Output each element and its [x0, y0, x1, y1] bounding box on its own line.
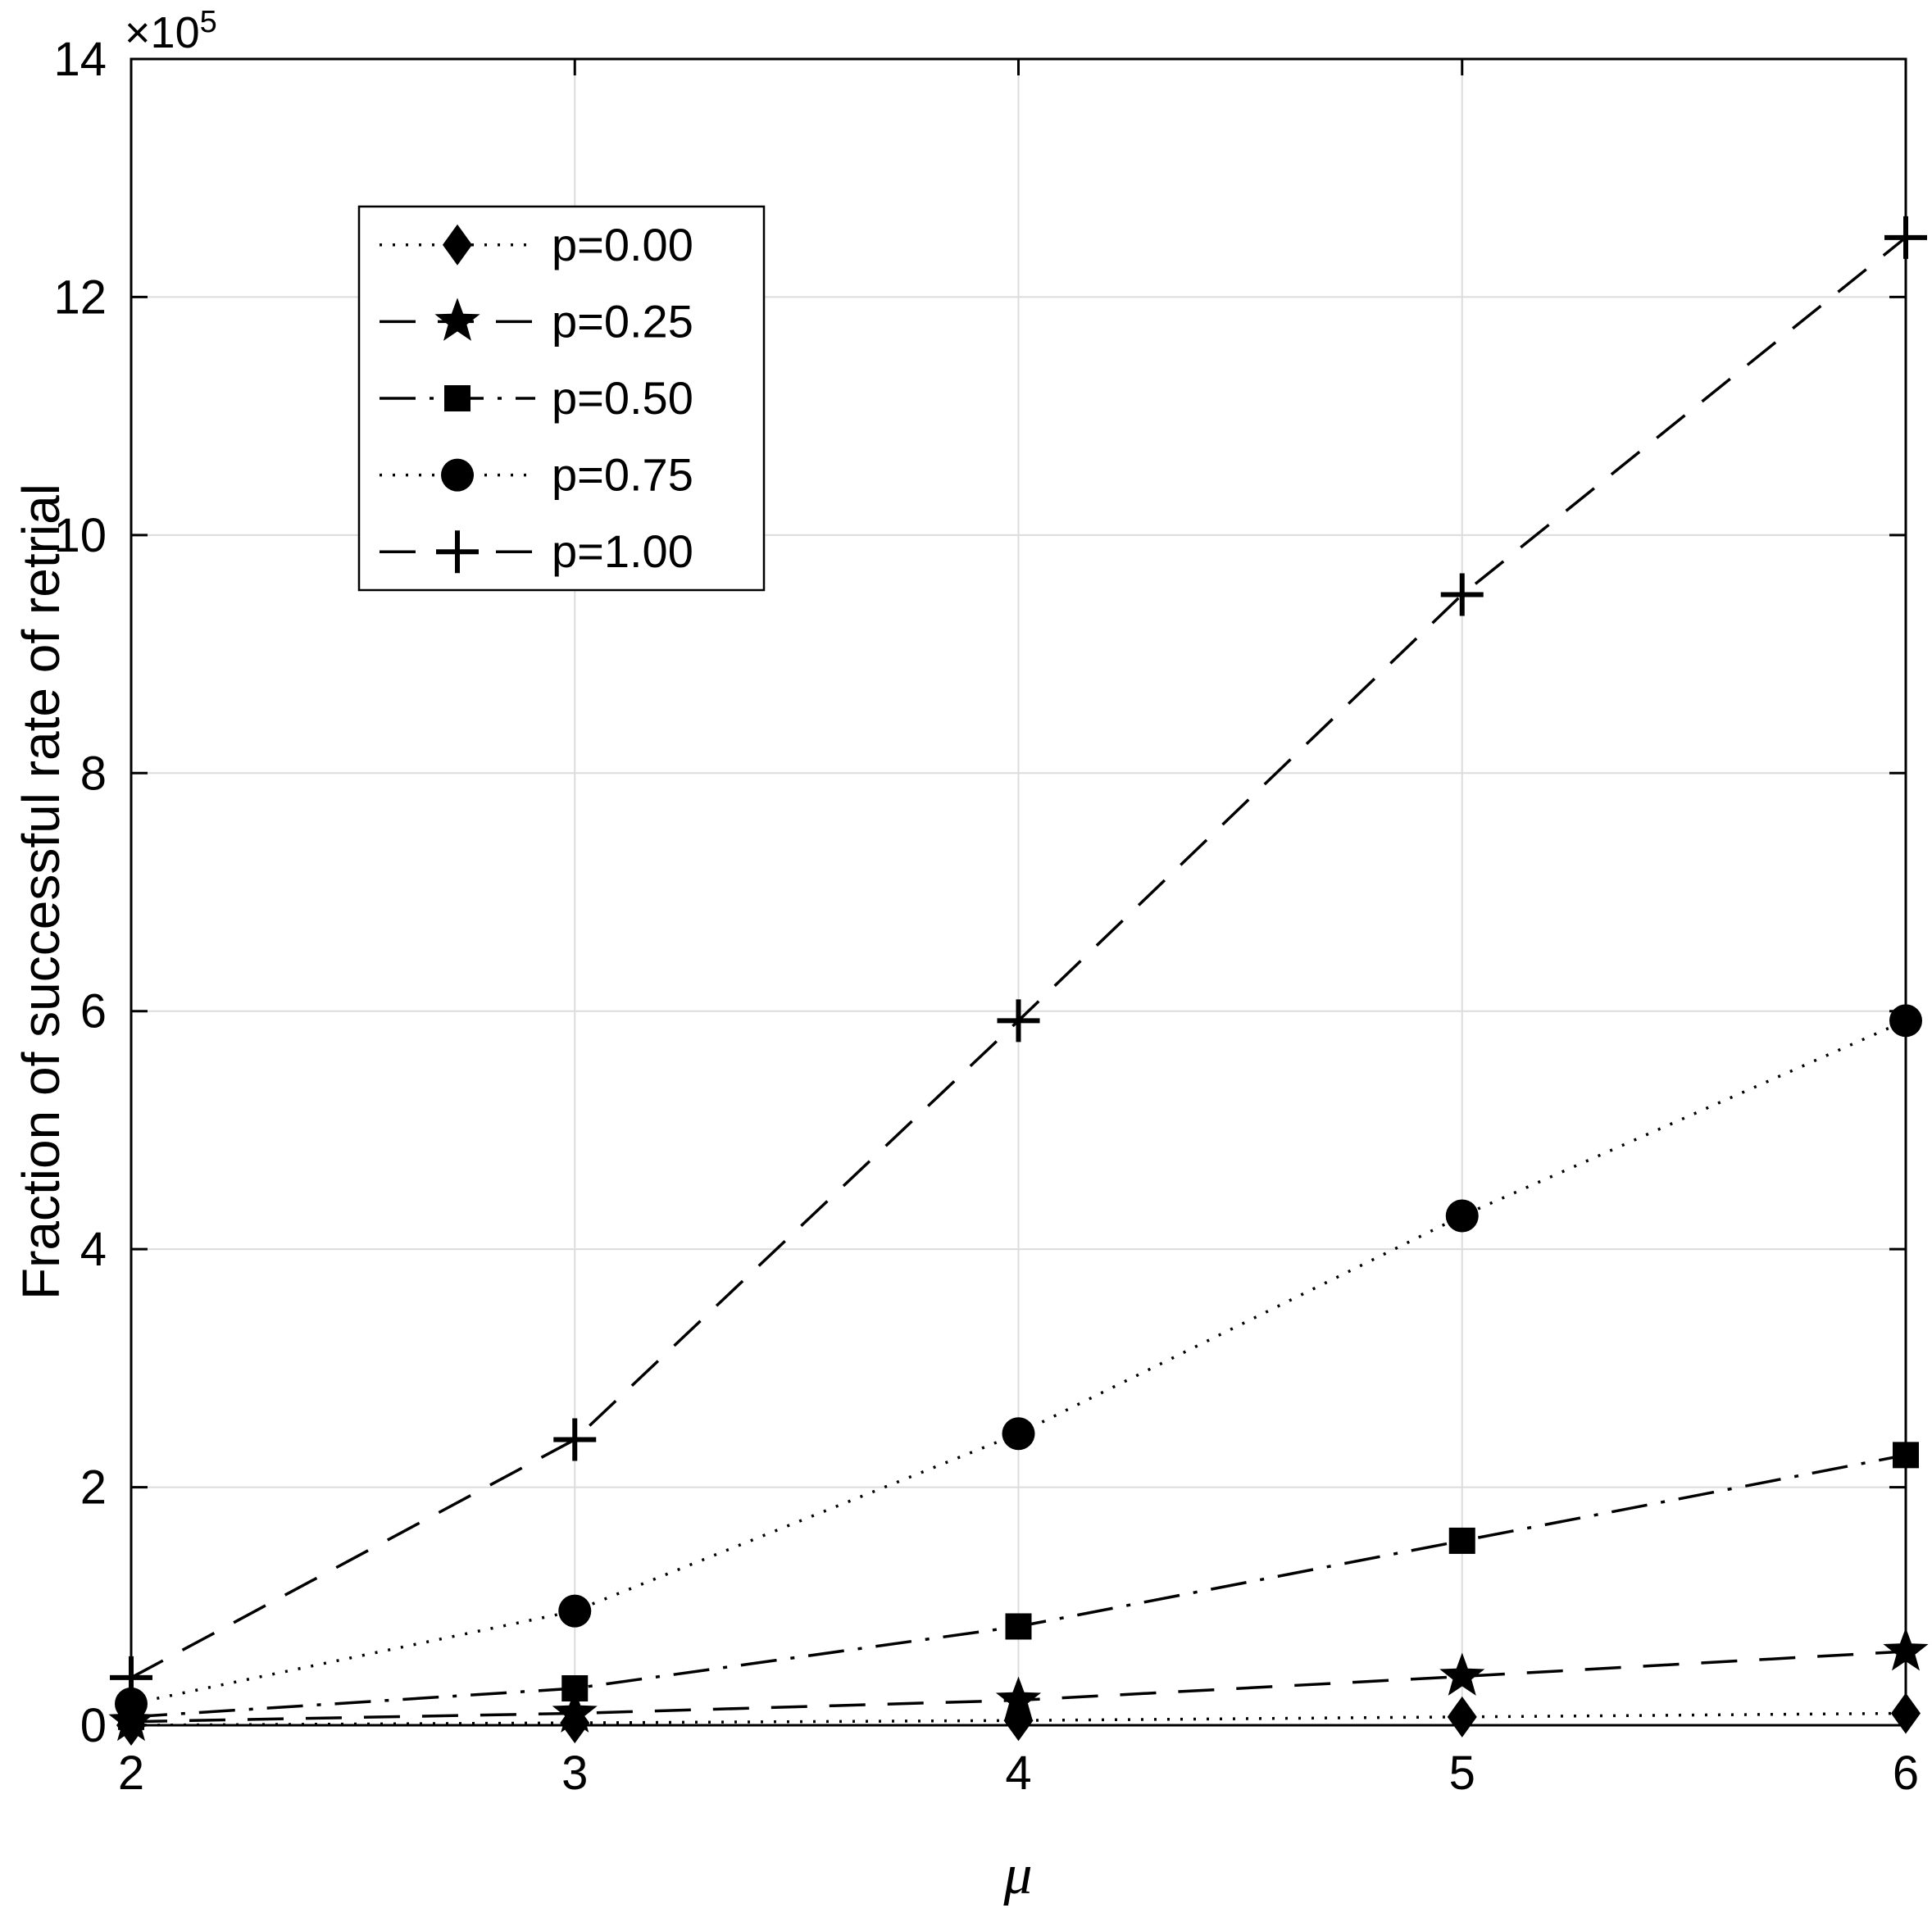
plus-marker — [997, 999, 1040, 1043]
square-marker — [561, 1674, 589, 1701]
y-axis-label: Fraction of successful rate of retrial — [11, 484, 70, 1300]
y-tick-label: 0 — [80, 1699, 107, 1752]
legend: p=0.00 p=0.25 p=0.50 p=0.75 p=1.00 — [357, 205, 766, 592]
circle-marker — [1445, 1199, 1479, 1233]
square-marker — [1005, 1613, 1032, 1640]
circle-marker — [1002, 1417, 1035, 1451]
y-tick-label: 8 — [80, 747, 107, 800]
y-tick-label: 4 — [80, 1223, 107, 1276]
star-marker — [995, 1676, 1042, 1719]
plus-marker — [1440, 573, 1484, 616]
y-axis-multiplier: ×105 — [125, 5, 217, 58]
y-tick-label: 14 — [53, 33, 107, 86]
y-tick-label: 2 — [80, 1461, 107, 1515]
x-tick-label: 6 — [1893, 1747, 1919, 1800]
axis-ticks — [130, 57, 1907, 1727]
x-axis-label: μ — [1003, 1843, 1033, 1906]
legend-box — [357, 205, 766, 592]
square-marker — [1448, 1527, 1475, 1554]
circle-marker — [441, 458, 474, 492]
legend-label: p=0.50 — [552, 372, 693, 424]
y-axis-multiplier-exponent: 5 — [199, 5, 217, 39]
circle-marker — [558, 1594, 592, 1628]
legend-label: p=0.75 — [552, 449, 693, 501]
x-tick-label: 4 — [1005, 1747, 1031, 1800]
star-marker — [434, 298, 480, 341]
square-marker — [444, 385, 470, 411]
plus-marker — [553, 1418, 597, 1461]
x-tick-label: 3 — [561, 1747, 588, 1800]
y-tick-label: 12 — [53, 270, 107, 324]
x-tick-label: 5 — [1449, 1747, 1475, 1800]
legend-label: p=0.00 — [552, 219, 693, 270]
y-tick-label: 6 — [80, 985, 107, 1038]
series-3 — [115, 1004, 1922, 1720]
y-axis-multiplier-base: ×10 — [125, 8, 200, 57]
plus-marker — [436, 530, 479, 574]
diamond-marker — [443, 224, 472, 266]
legend-label: p=0.25 — [552, 295, 693, 347]
legend-label: p=1.00 — [552, 525, 693, 577]
x-tick-label: 2 — [118, 1747, 144, 1800]
y-tick-label: 10 — [53, 509, 107, 562]
star-marker — [1439, 1652, 1485, 1696]
